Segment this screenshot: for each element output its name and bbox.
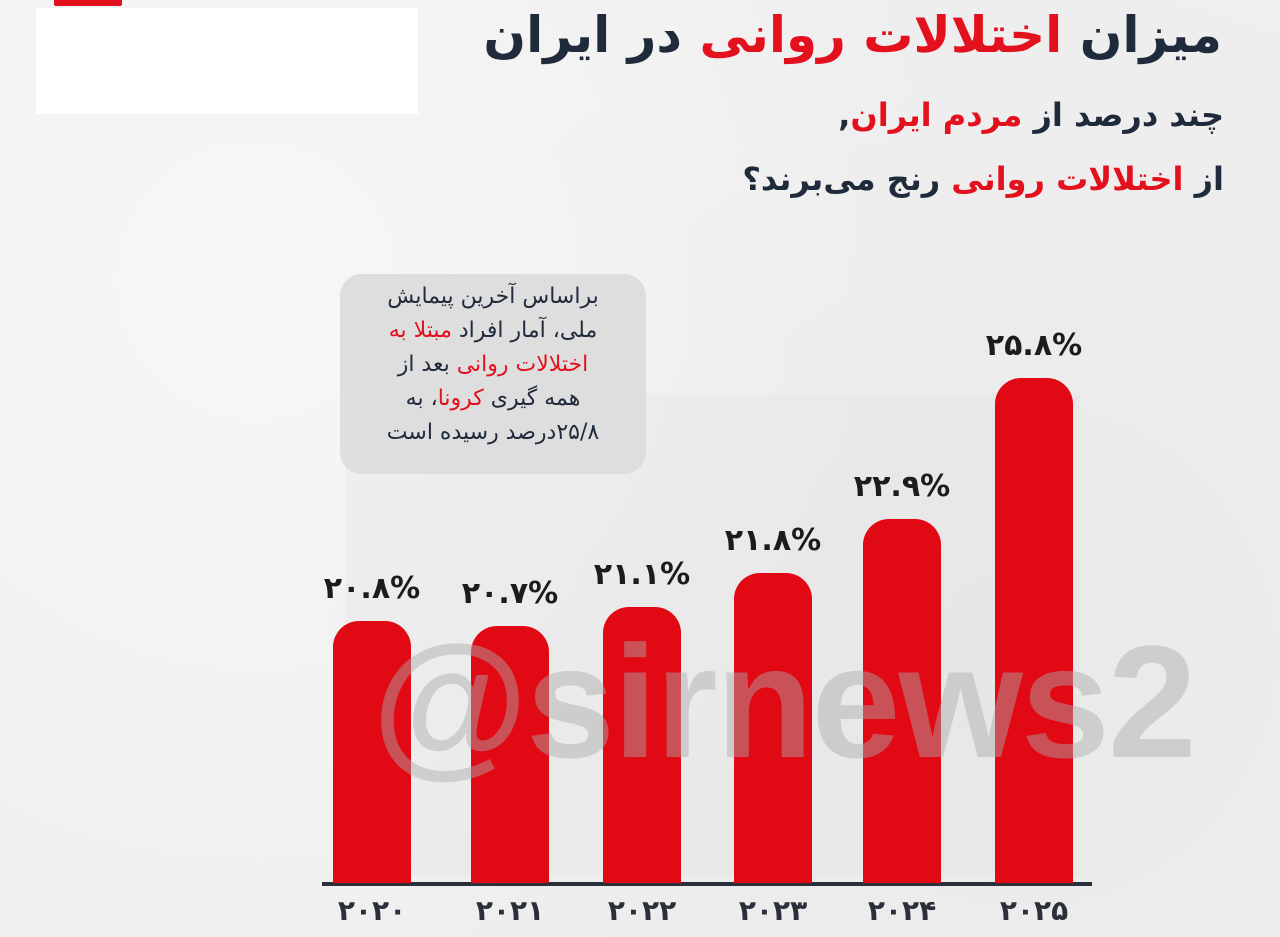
x-tick-label: ۲۰۲۱ <box>475 894 545 927</box>
note-line-2: ملی، آمار افراد مبتلا به <box>340 314 646 348</box>
bar-2020 <box>333 621 411 883</box>
annotation-box: براساس آخرین پیمایش ملی، آمار افراد مبتل… <box>340 274 646 474</box>
bar-value-label: ۲۰.۷% <box>461 576 559 611</box>
note-accent: اختلالات روانی <box>456 352 589 377</box>
note-accent: کرونا <box>437 386 484 411</box>
bar-2022 <box>603 606 681 883</box>
note-text: ، به <box>405 386 438 411</box>
subtitle-2-part-1: از <box>1183 160 1224 198</box>
note-line-5: ۲۵/۸درصد رسیده است <box>386 420 600 445</box>
bar-2024 <box>863 519 941 883</box>
title-part-accent: اختلالات روانی <box>699 6 1063 64</box>
x-tick-label: ۲۰۲۴ <box>867 894 937 927</box>
subtitle-1-part-3: , <box>838 96 851 134</box>
note-text: ملی، آمار افراد <box>451 318 598 343</box>
x-tick-label: ۲۰۲۵ <box>999 894 1069 927</box>
note-line-4: همه گیری کرونا، به <box>340 382 646 416</box>
subtitle-line-2: از اختلالات روانی رنج می‌برند؟ <box>742 160 1224 198</box>
note-line-1: براساس آخرین پیمایش <box>387 284 599 309</box>
title-part-1: میزان <box>1062 6 1222 64</box>
bar-value-label: ۲۱.۸% <box>724 522 822 558</box>
x-axis-line <box>322 882 1092 886</box>
bar-value-label: ۲۲.۹% <box>853 469 951 505</box>
note-text: بعد از <box>397 352 457 377</box>
bar-value-label: ۲۵.۸% <box>985 328 1083 363</box>
bar-2023 <box>734 572 812 883</box>
note-accent: مبتلا به <box>388 318 452 343</box>
blank-panel <box>36 8 418 114</box>
note-line-3: اختلالات روانی بعد از <box>340 348 646 382</box>
subtitle-1-accent: مردم ایران <box>850 96 1023 134</box>
subtitle-2-accent: اختلالات روانی <box>951 160 1184 198</box>
red-accent-tab <box>54 0 122 6</box>
watermark: @sirnews2 <box>372 612 1197 791</box>
subtitle-line-1: چند درصد از مردم ایران, <box>838 96 1224 134</box>
subtitle-1-part-1: چند درصد از <box>1022 96 1224 134</box>
x-tick-label: ۲۰۲۲ <box>607 894 677 927</box>
bar-value-label: ۲۰.۸% <box>323 571 421 607</box>
bar-2025 <box>995 378 1073 883</box>
bar-value-label: ۲۱.۱% <box>593 556 691 592</box>
bar-2021 <box>471 626 549 883</box>
note-text: همه گیری <box>483 386 581 411</box>
x-tick-label: ۲۰۲۰ <box>337 894 407 927</box>
page-title: میزان اختلالات روانی در ایران <box>483 6 1222 64</box>
title-part-3: در ایران <box>483 6 700 64</box>
watermark-logo-shape <box>345 395 1080 875</box>
subtitle-2-part-3: رنج می‌برند؟ <box>742 160 952 198</box>
x-tick-label: ۲۰۲۳ <box>738 894 808 927</box>
